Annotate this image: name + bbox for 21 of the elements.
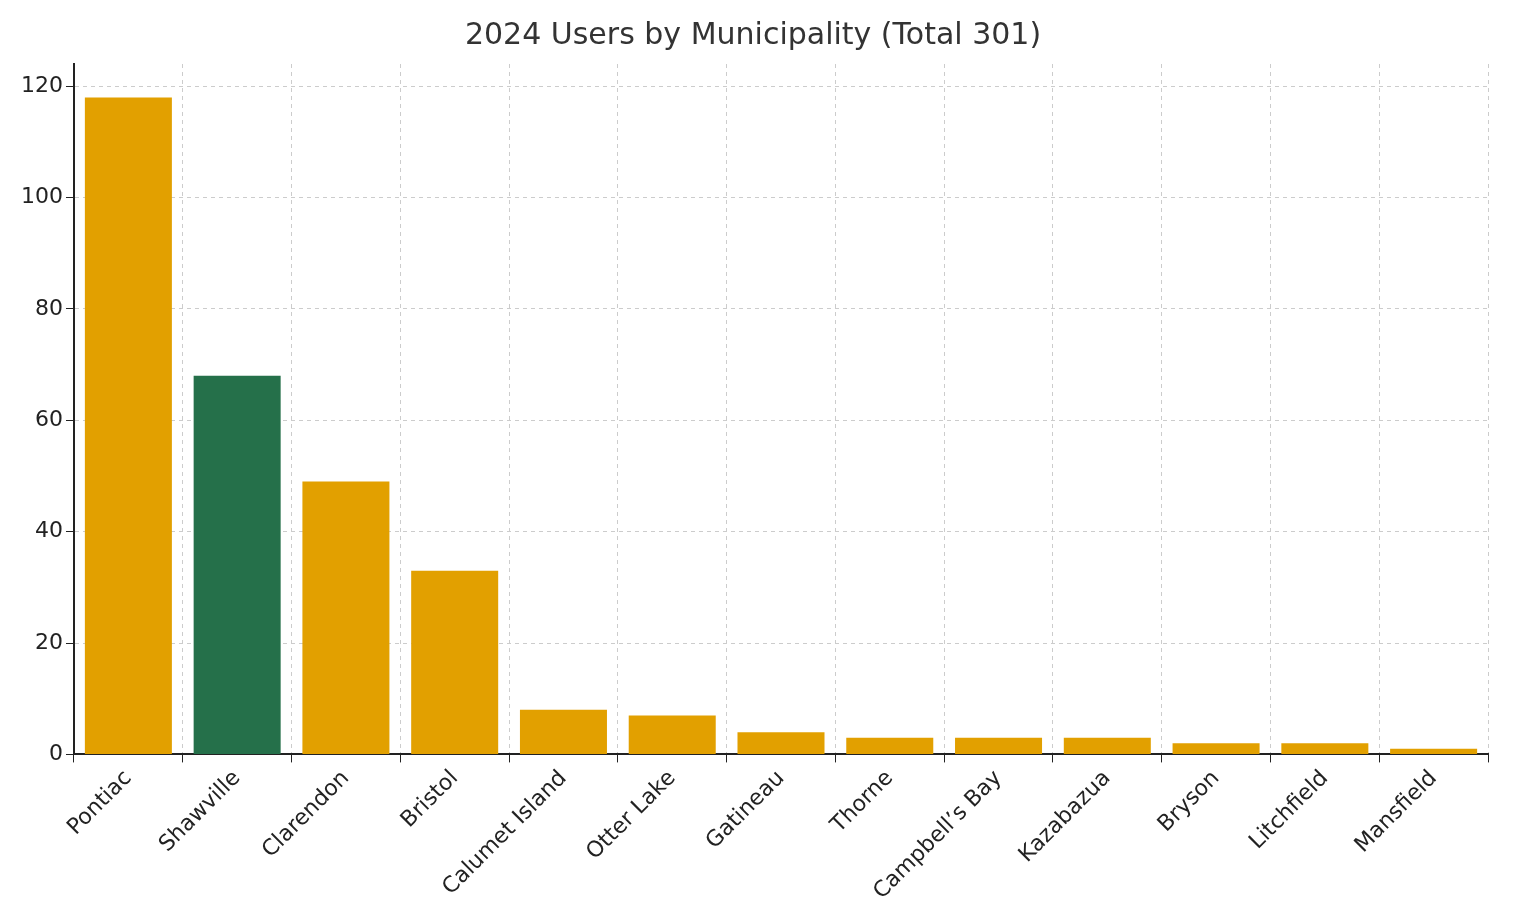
bar xyxy=(628,715,716,754)
y-tick-label: 80 xyxy=(34,294,63,320)
y-tick-label: 0 xyxy=(48,740,63,766)
y-tick-label: 60 xyxy=(34,406,63,432)
y-tick-label: 40 xyxy=(34,517,63,543)
y-tick-label: 20 xyxy=(34,628,63,654)
bar xyxy=(1281,743,1369,754)
bar xyxy=(1063,737,1151,754)
bar xyxy=(1172,743,1260,754)
bar xyxy=(193,375,281,754)
bar xyxy=(737,732,825,754)
bar xyxy=(846,737,934,754)
chart-title: 2024 Users by Municipality (Total 301) xyxy=(464,15,1042,51)
bar xyxy=(302,481,390,754)
y-tick-label: 120 xyxy=(20,71,63,97)
bar xyxy=(84,97,172,754)
bar xyxy=(1390,748,1478,754)
bar xyxy=(519,709,607,754)
bar xyxy=(955,737,1043,754)
bar xyxy=(411,570,499,754)
y-tick-label: 100 xyxy=(20,183,63,209)
